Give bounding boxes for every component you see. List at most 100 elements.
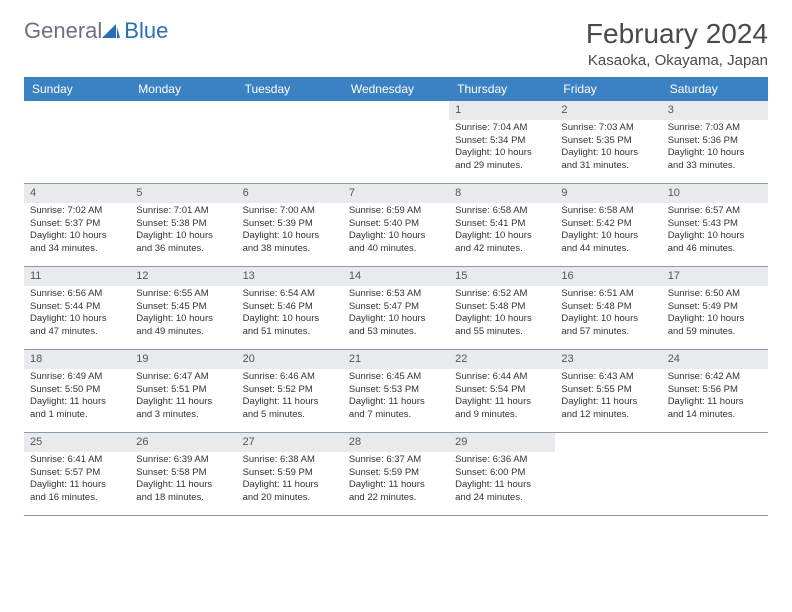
week-row: 18Sunrise: 6:49 AMSunset: 5:50 PMDayligh… [24,350,768,433]
logo-sail-icon [102,24,120,38]
day-content: Sunrise: 6:54 AMSunset: 5:46 PMDaylight:… [237,286,343,345]
sunrise-text: Sunrise: 7:01 AM [136,205,230,218]
day-cell: 19Sunrise: 6:47 AMSunset: 5:51 PMDayligh… [130,350,236,432]
daylight-text: Daylight: 10 hours and 46 minutes. [668,230,762,256]
day-number: 24 [662,350,768,369]
sunrise-text: Sunrise: 6:59 AM [349,205,443,218]
sunset-text: Sunset: 5:41 PM [455,218,549,231]
day-cell: 3Sunrise: 7:03 AMSunset: 5:36 PMDaylight… [662,101,768,183]
day-number: 21 [343,350,449,369]
daylight-text: Daylight: 10 hours and 53 minutes. [349,313,443,339]
day-content: Sunrise: 6:49 AMSunset: 5:50 PMDaylight:… [24,369,130,428]
day-number: 13 [237,267,343,286]
sunrise-text: Sunrise: 6:55 AM [136,288,230,301]
day-cell: 16Sunrise: 6:51 AMSunset: 5:48 PMDayligh… [555,267,661,349]
day-content: Sunrise: 6:41 AMSunset: 5:57 PMDaylight:… [24,452,130,511]
day-cell: 13Sunrise: 6:54 AMSunset: 5:46 PMDayligh… [237,267,343,349]
daylight-text: Daylight: 10 hours and 38 minutes. [243,230,337,256]
sunset-text: Sunset: 5:35 PM [561,135,655,148]
day-content: Sunrise: 6:58 AMSunset: 5:42 PMDaylight:… [555,203,661,262]
week-row: 25Sunrise: 6:41 AMSunset: 5:57 PMDayligh… [24,433,768,516]
day-cell: 28Sunrise: 6:37 AMSunset: 5:59 PMDayligh… [343,433,449,515]
day-cell: 4Sunrise: 7:02 AMSunset: 5:37 PMDaylight… [24,184,130,266]
sunrise-text: Sunrise: 7:04 AM [455,122,549,135]
day-number: 12 [130,267,236,286]
day-cell: 29Sunrise: 6:36 AMSunset: 6:00 PMDayligh… [449,433,555,515]
daylight-text: Daylight: 11 hours and 12 minutes. [561,396,655,422]
sunrise-text: Sunrise: 6:39 AM [136,454,230,467]
sunrise-text: Sunrise: 6:45 AM [349,371,443,384]
day-number: 17 [662,267,768,286]
day-cell: 17Sunrise: 6:50 AMSunset: 5:49 PMDayligh… [662,267,768,349]
daylight-text: Daylight: 11 hours and 1 minute. [30,396,124,422]
daylight-text: Daylight: 10 hours and 44 minutes. [561,230,655,256]
sunrise-text: Sunrise: 7:02 AM [30,205,124,218]
daylight-text: Daylight: 10 hours and 55 minutes. [455,313,549,339]
day-content: Sunrise: 7:01 AMSunset: 5:38 PMDaylight:… [130,203,236,262]
daylight-text: Daylight: 10 hours and 51 minutes. [243,313,337,339]
daylight-text: Daylight: 11 hours and 5 minutes. [243,396,337,422]
sunrise-text: Sunrise: 6:52 AM [455,288,549,301]
sunset-text: Sunset: 5:40 PM [349,218,443,231]
day-number: 23 [555,350,661,369]
day-cell: 1Sunrise: 7:04 AMSunset: 5:34 PMDaylight… [449,101,555,183]
day-number: 2 [555,101,661,120]
sunset-text: Sunset: 5:45 PM [136,301,230,314]
day-content: Sunrise: 6:57 AMSunset: 5:43 PMDaylight:… [662,203,768,262]
sunset-text: Sunset: 5:34 PM [455,135,549,148]
day-number: 15 [449,267,555,286]
sunset-text: Sunset: 5:36 PM [668,135,762,148]
day-content: Sunrise: 6:38 AMSunset: 5:59 PMDaylight:… [237,452,343,511]
day-content: Sunrise: 6:53 AMSunset: 5:47 PMDaylight:… [343,286,449,345]
weeks-container: 1Sunrise: 7:04 AMSunset: 5:34 PMDaylight… [24,101,768,516]
day-cell: 25Sunrise: 6:41 AMSunset: 5:57 PMDayligh… [24,433,130,515]
day-number: 28 [343,433,449,452]
sunset-text: Sunset: 5:59 PM [243,467,337,480]
daylight-text: Daylight: 11 hours and 3 minutes. [136,396,230,422]
day-number: 6 [237,184,343,203]
day-content: Sunrise: 6:39 AMSunset: 5:58 PMDaylight:… [130,452,236,511]
day-cell: 11Sunrise: 6:56 AMSunset: 5:44 PMDayligh… [24,267,130,349]
day-cell: 14Sunrise: 6:53 AMSunset: 5:47 PMDayligh… [343,267,449,349]
sunset-text: Sunset: 5:42 PM [561,218,655,231]
day-number: 25 [24,433,130,452]
day-cell [555,433,661,515]
day-cell: 8Sunrise: 6:58 AMSunset: 5:41 PMDaylight… [449,184,555,266]
sunrise-text: Sunrise: 6:50 AM [668,288,762,301]
sunset-text: Sunset: 5:38 PM [136,218,230,231]
sunset-text: Sunset: 5:43 PM [668,218,762,231]
day-header-wednesday: Wednesday [343,77,449,101]
day-content: Sunrise: 6:36 AMSunset: 6:00 PMDaylight:… [449,452,555,511]
daylight-text: Daylight: 11 hours and 7 minutes. [349,396,443,422]
sunrise-text: Sunrise: 6:57 AM [668,205,762,218]
day-number: 14 [343,267,449,286]
sunset-text: Sunset: 5:56 PM [668,384,762,397]
sunrise-text: Sunrise: 6:51 AM [561,288,655,301]
sunrise-text: Sunrise: 6:53 AM [349,288,443,301]
sunrise-text: Sunrise: 6:44 AM [455,371,549,384]
sunrise-text: Sunrise: 6:58 AM [561,205,655,218]
location: Kasaoka, Okayama, Japan [586,52,768,69]
day-content: Sunrise: 7:04 AMSunset: 5:34 PMDaylight:… [449,120,555,179]
sunset-text: Sunset: 5:57 PM [30,467,124,480]
sunset-text: Sunset: 5:50 PM [30,384,124,397]
sunset-text: Sunset: 6:00 PM [455,467,549,480]
day-number: 19 [130,350,236,369]
sunrise-text: Sunrise: 6:56 AM [30,288,124,301]
daylight-text: Daylight: 11 hours and 14 minutes. [668,396,762,422]
sunrise-text: Sunrise: 6:46 AM [243,371,337,384]
day-number: 8 [449,184,555,203]
day-number: 22 [449,350,555,369]
day-number: 7 [343,184,449,203]
sunrise-text: Sunrise: 6:58 AM [455,205,549,218]
day-header-sunday: Sunday [24,77,130,101]
day-cell [237,101,343,183]
day-number: 10 [662,184,768,203]
sunset-text: Sunset: 5:48 PM [561,301,655,314]
day-cell: 12Sunrise: 6:55 AMSunset: 5:45 PMDayligh… [130,267,236,349]
sunset-text: Sunset: 5:37 PM [30,218,124,231]
day-cell: 22Sunrise: 6:44 AMSunset: 5:54 PMDayligh… [449,350,555,432]
day-content: Sunrise: 6:45 AMSunset: 5:53 PMDaylight:… [343,369,449,428]
sunset-text: Sunset: 5:52 PM [243,384,337,397]
daylight-text: Daylight: 11 hours and 20 minutes. [243,479,337,505]
